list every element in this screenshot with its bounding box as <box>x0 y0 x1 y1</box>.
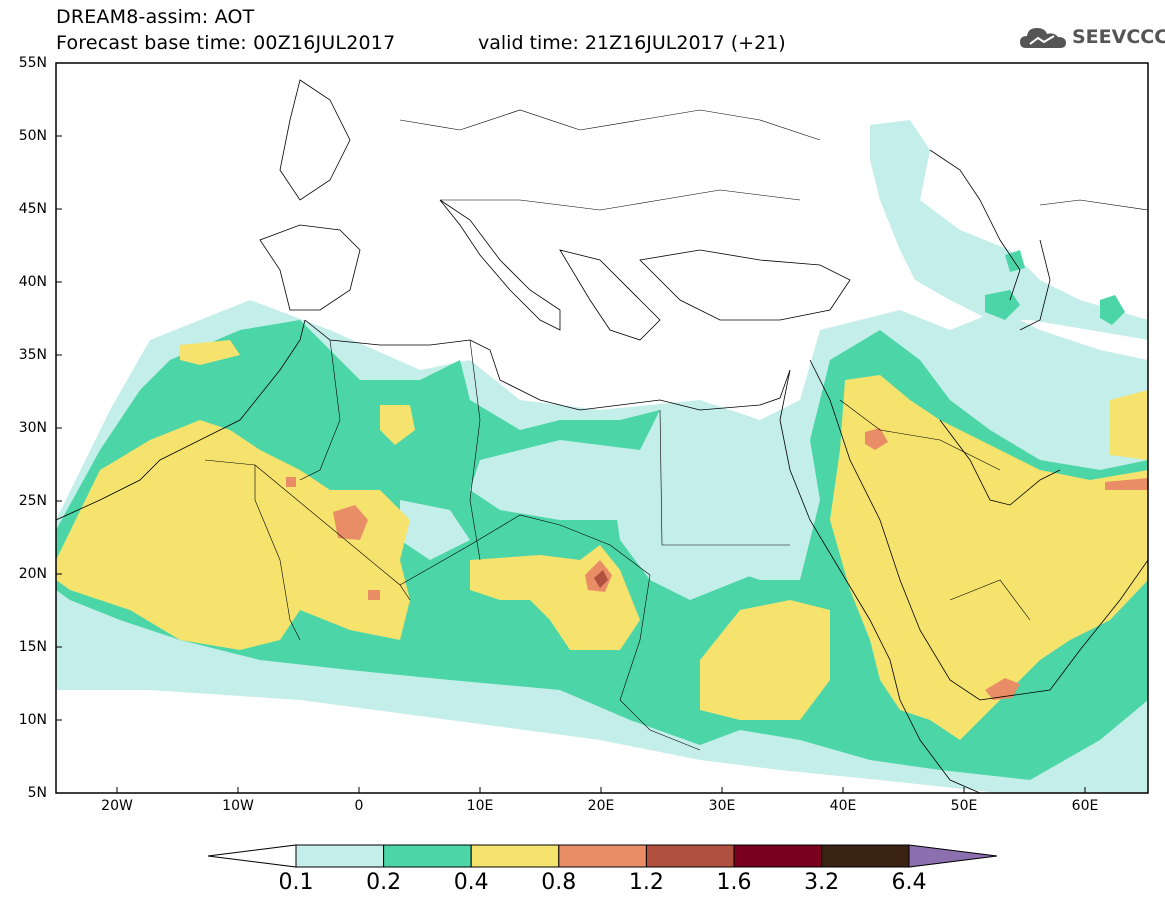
italy <box>439 199 561 331</box>
turkey <box>639 249 851 321</box>
aot-contour-0.1 <box>470 440 660 520</box>
colorbar-label: 0.8 <box>541 870 577 895</box>
colorbar-swatch <box>821 844 910 868</box>
border <box>299 339 341 481</box>
lon-label: 10E <box>466 798 494 814</box>
colorbar-label: 0.2 <box>366 870 402 895</box>
lon-label: 20E <box>587 798 615 814</box>
britain-france <box>279 79 351 201</box>
lat-label: 40N <box>18 274 47 290</box>
seevccc-logo: SEEVCCC <box>1018 24 1165 54</box>
lat-label: 35N <box>18 347 47 363</box>
colorbar-over-arrow <box>908 844 998 868</box>
lat-label: 45N <box>18 201 47 217</box>
border <box>399 109 821 141</box>
red-sea-west <box>779 369 901 701</box>
border <box>659 409 790 546</box>
lon-label: 30E <box>708 798 736 814</box>
colorbar-swatch <box>733 844 823 868</box>
aot-contour-0.8 <box>865 428 888 450</box>
colorbar-swatch <box>383 844 472 868</box>
lat-label: 10N <box>18 712 47 728</box>
aot-contour-0.4 <box>56 420 410 650</box>
aot-contour-0.4 <box>830 375 1148 740</box>
lon-label: 40E <box>829 798 857 814</box>
logo-text: SEEVCCC <box>1072 26 1165 48</box>
gulf-coast <box>939 419 1061 506</box>
aot-contour-0.8 <box>1105 478 1148 490</box>
aot-contour-0.4 <box>1110 390 1148 460</box>
lat-label: 15N <box>18 639 47 655</box>
caspian-east <box>1019 239 1051 331</box>
lat-label: 50N <box>18 128 47 144</box>
lat-label: 30N <box>18 420 47 436</box>
border <box>399 514 651 586</box>
colorbar-label: 1.2 <box>628 870 664 895</box>
aot-contour-0.2 <box>1100 295 1125 325</box>
aot-contour-0.4 <box>380 405 415 445</box>
lon-label: 10W <box>222 798 254 814</box>
aot-contour-0.8 <box>368 590 380 600</box>
map-title: DREAM8-assim: AOT <box>56 6 255 28</box>
africa-north-coast <box>304 319 791 411</box>
colorbar-swatch <box>558 844 647 868</box>
border <box>1039 199 1148 211</box>
aot-contour-1.2 <box>594 570 608 588</box>
border <box>949 579 1031 621</box>
coastlines <box>56 79 1148 793</box>
map-frame <box>55 62 1149 794</box>
border <box>440 189 801 211</box>
aot-contour-0.1 <box>400 500 470 560</box>
colorbar-swatch <box>470 844 560 868</box>
aot-field <box>56 120 1148 793</box>
lon-label: 60E <box>1071 798 1099 814</box>
colorbar <box>207 844 998 868</box>
caspian-west <box>929 149 1021 301</box>
africa-west-coast <box>56 319 306 521</box>
aot-contour-0.1 <box>650 420 800 600</box>
aot-contour-0.8 <box>286 477 296 487</box>
colorbar-label: 0.1 <box>278 870 314 895</box>
colorbar-label: 3.2 <box>804 870 840 895</box>
aot-contour-0.4 <box>180 340 240 365</box>
colorbar-under-arrow <box>207 844 297 868</box>
aot-contour-0.4 <box>700 600 830 720</box>
valid-time: valid time: 21Z16JUL2017 (+21) <box>478 32 786 54</box>
colorbar-label: 1.6 <box>716 870 752 895</box>
lon-label: 20W <box>101 798 133 814</box>
aot-contour-0.1 <box>870 120 1148 340</box>
colorbar-label: 0.4 <box>453 870 489 895</box>
border <box>204 459 301 641</box>
colorbar-label: 6.4 <box>891 870 927 895</box>
lat-label: 55N <box>18 55 47 71</box>
lon-label: 0 <box>354 798 364 814</box>
lat-label: 5N <box>27 785 47 801</box>
lat-label: 25N <box>18 493 47 509</box>
lat-label: 20N <box>18 566 47 582</box>
horn-of-africa <box>899 699 981 793</box>
country-borders <box>204 109 1148 751</box>
axis-ticks <box>56 62 1086 794</box>
forecast-base-time: Forecast base time: 00Z16JUL2017 <box>56 32 396 54</box>
greece <box>559 249 661 341</box>
aot-contour-0.8 <box>333 505 368 540</box>
border <box>839 399 1001 471</box>
iberia <box>259 224 361 311</box>
arabia-coast <box>809 359 1148 701</box>
aot-contour-0.8 <box>985 678 1020 700</box>
colorbar-swatch <box>645 844 735 868</box>
border <box>619 574 701 751</box>
colorbar-swatch <box>295 844 385 868</box>
cloud-icon <box>1020 28 1066 48</box>
border <box>469 339 481 561</box>
lon-label: 50E <box>950 798 978 814</box>
